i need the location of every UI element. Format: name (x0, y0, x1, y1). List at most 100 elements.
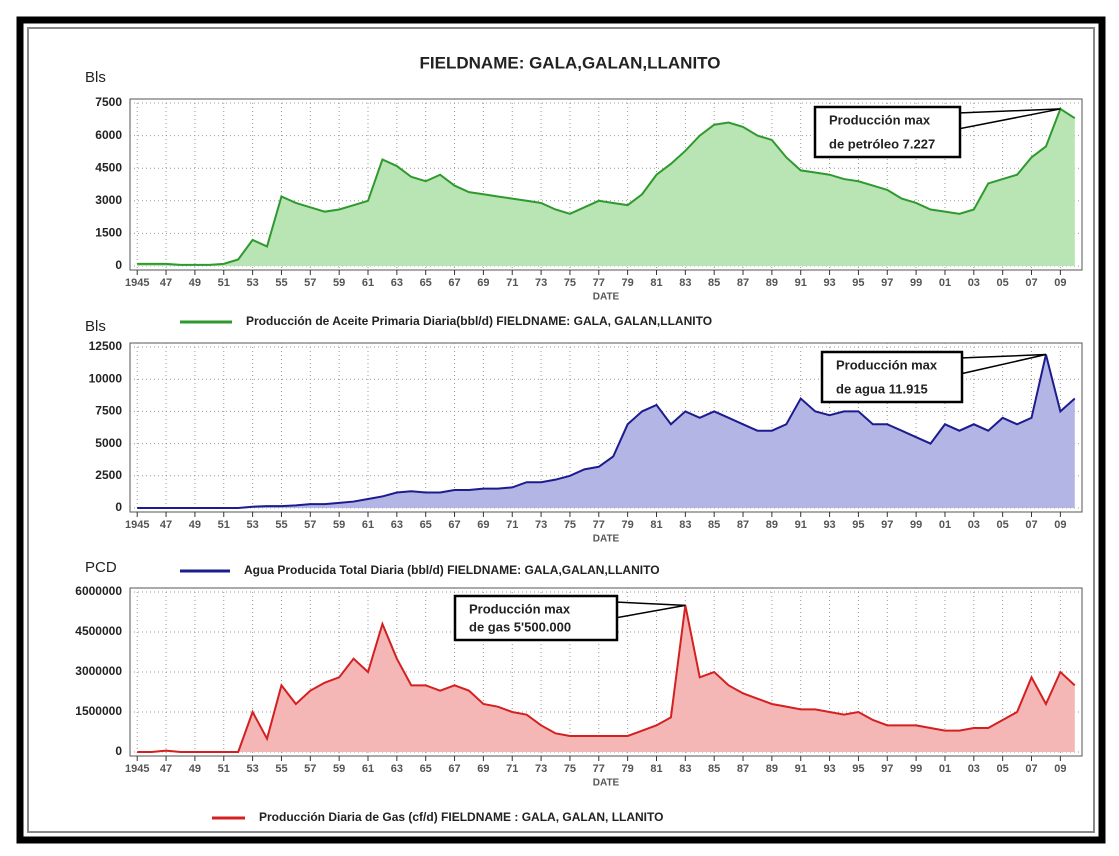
x-tick-label: 59 (333, 763, 345, 775)
x-tick-label: 93 (823, 763, 835, 775)
x-tick-label: 81 (650, 277, 662, 289)
x-tick-label: 55 (275, 277, 287, 289)
x-tick-label: 53 (246, 763, 258, 775)
x-tick-label: 77 (593, 277, 605, 289)
y-axis-label: PCD (85, 559, 117, 576)
x-tick-label: 47 (160, 519, 172, 531)
page-title: FIELDNAME: GALA,GALAN,LLANITO (420, 53, 721, 72)
x-tick-label: 89 (766, 763, 778, 775)
x-tick-label: 63 (391, 763, 403, 775)
annotation: de gas 5'500.000 (469, 619, 571, 634)
x-tick-label: 57 (304, 277, 316, 289)
x-tick-label: 85 (708, 519, 720, 531)
x-tick-label: 57 (304, 519, 316, 531)
y-axis-label: Bls (85, 69, 106, 86)
y-tick-label: 5000 (95, 436, 122, 450)
x-tick-label: 51 (218, 763, 230, 775)
area-line (137, 354, 1076, 509)
area-fill (137, 108, 1075, 266)
x-tick-label: 89 (766, 277, 778, 289)
x-tick-label: 97 (881, 277, 893, 289)
x-tick-label: 49 (189, 277, 201, 289)
callout-box (820, 350, 964, 404)
y-tick-label: 1500 (95, 226, 122, 240)
x-tick-label: 71 (506, 277, 518, 289)
x-tick-label: 05 (997, 763, 1009, 775)
x-tick-label: 83 (679, 519, 691, 531)
annotation: Producción max (829, 112, 931, 127)
y-tick-label: 0 (115, 258, 122, 272)
legend-label: Agua Producida Total Diaria (bbl/d) FIEL… (244, 563, 660, 577)
x-tick-label: 83 (679, 763, 691, 775)
x-tick-label: 65 (420, 763, 432, 775)
x-tick-label: 95 (852, 763, 864, 775)
y-tick-label: 7500 (95, 95, 122, 109)
x-tick-label: 95 (852, 519, 864, 531)
x-tick-label: 05 (997, 519, 1009, 531)
x-tick-label: 75 (564, 763, 576, 775)
y-tick-label: 2500 (95, 468, 122, 482)
x-tick-label: 09 (1054, 519, 1066, 531)
x-tick-label: 03 (968, 763, 980, 775)
y-tick-label: 6000000 (75, 584, 122, 598)
x-tick-label: 97 (881, 519, 893, 531)
x-tick-label: 65 (420, 277, 432, 289)
annotation: Producción max (469, 601, 571, 616)
x-tick-label: 01 (939, 519, 951, 531)
x-tick-label: 77 (593, 763, 605, 775)
x-tick-label: 63 (391, 277, 403, 289)
annotation: Producción max (836, 357, 938, 372)
x-tick-label: 99 (910, 763, 922, 775)
frame (16, 16, 1106, 844)
x-tick-label: 87 (737, 277, 749, 289)
x-tick-label: 91 (795, 519, 807, 531)
x-tick-label: 51 (218, 277, 230, 289)
y-tick-label: 10000 (89, 371, 123, 385)
annotation: de agua 11.915 (836, 381, 928, 396)
legend-label: Producción de Aceite Primaria Diaria(bbl… (246, 314, 712, 328)
x-tick-label: 09 (1054, 763, 1066, 775)
x-tick-label: 61 (362, 763, 374, 775)
x-tick-label: 83 (679, 277, 691, 289)
x-tick-label: 09 (1054, 277, 1066, 289)
x-tick-label: 47 (160, 763, 172, 775)
y-tick-label: 3000 (95, 193, 122, 207)
x-tick-label: 07 (1025, 763, 1037, 775)
y-tick-label: 3000000 (75, 664, 122, 678)
x-tick-label: 47 (160, 277, 172, 289)
x-tick-label: 61 (362, 519, 374, 531)
x-tick-label: 95 (852, 277, 864, 289)
x-tick-label: 97 (881, 763, 893, 775)
x-tick-label: 03 (968, 519, 980, 531)
x-tick-label: 55 (275, 519, 287, 531)
x-tick-label: 73 (535, 277, 547, 289)
x-tick-label: 81 (650, 519, 662, 531)
x-tick-label: 01 (939, 277, 951, 289)
x-tick-label: 73 (535, 763, 547, 775)
x-tick-label: 03 (968, 277, 980, 289)
x-tick-label: 67 (448, 277, 460, 289)
y-tick-label: 7500 (95, 404, 122, 418)
x-tick-label: 77 (593, 519, 605, 531)
y-tick-label: 0 (115, 744, 122, 758)
x-tick-label: 07 (1025, 277, 1037, 289)
x-tick-label: 49 (189, 519, 201, 531)
x-tick-label: 59 (333, 277, 345, 289)
x-tick-label: 87 (737, 519, 749, 531)
x-tick-label: 55 (275, 763, 287, 775)
x-tick-label: 85 (708, 277, 720, 289)
x-tick-label: 53 (246, 277, 258, 289)
x-tick-label: 93 (823, 519, 835, 531)
callout-box (813, 105, 962, 159)
x-tick-label: 99 (910, 277, 922, 289)
area-line (137, 605, 1076, 753)
x-tick-label: 99 (910, 519, 922, 531)
x-tick-label: 71 (506, 763, 518, 775)
x-tick-label: 57 (304, 763, 316, 775)
x-tick-label: 79 (622, 763, 634, 775)
x-tick-label: 05 (997, 277, 1009, 289)
callout-box (453, 594, 619, 642)
x-tick-label: 87 (737, 763, 749, 775)
x-tick-label: 1945 (125, 277, 149, 289)
area-fill (137, 605, 1075, 752)
